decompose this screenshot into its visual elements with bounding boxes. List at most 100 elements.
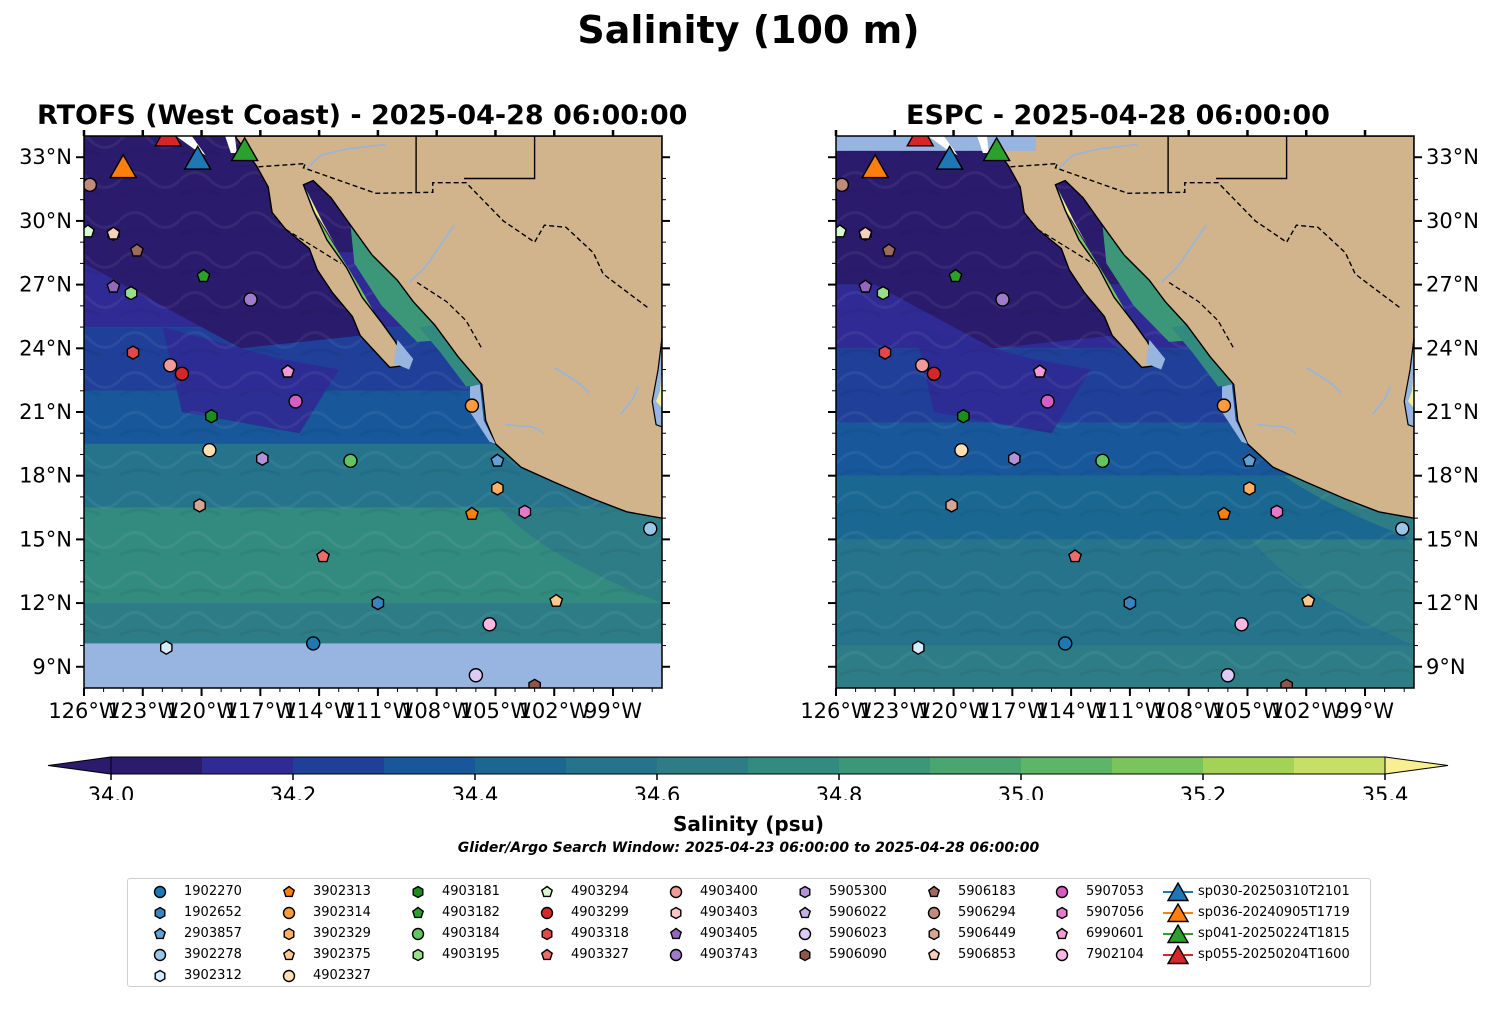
- legend-marker: [154, 906, 166, 920]
- lat-tick-label: 30°N: [1426, 209, 1479, 233]
- legend-marker: [540, 906, 554, 920]
- float-marker-3902314: [1216, 398, 1232, 413]
- float-marker-5906090: [528, 678, 541, 688]
- float-marker-3902313: [1216, 506, 1231, 520]
- float-marker-7902104: [1234, 617, 1249, 632]
- glider-marker-sp055-20250204T1600: [906, 136, 935, 147]
- legend-label: 4903327: [571, 947, 629, 962]
- float-marker-4902327: [954, 443, 969, 458]
- legend-label: 5906183: [958, 884, 1016, 899]
- legend-marker: [541, 927, 553, 941]
- colorbar-segment: [1021, 757, 1113, 774]
- legend-marker: [927, 906, 941, 920]
- float-marker-4903181: [204, 408, 218, 424]
- legend-marker: [1055, 948, 1069, 962]
- colorbar-segment: [202, 757, 294, 774]
- lat-tick-label: 15°N: [1426, 527, 1479, 551]
- glider-marker-sp030-20250310T2101: [183, 144, 212, 170]
- float-marker-7902104: [482, 617, 497, 632]
- legend-marker: [1055, 927, 1069, 940]
- float-marker-5907053: [1040, 394, 1055, 409]
- legend-marker: [412, 885, 424, 899]
- legend-marker: [411, 906, 425, 919]
- legend-marker: [670, 906, 682, 920]
- lat-tick-label: 21°N: [19, 400, 72, 424]
- float-marker-5906294: [836, 177, 850, 193]
- legend-label: 4903294: [571, 884, 629, 899]
- colorbar-segment: [566, 757, 658, 774]
- glider-marker-sp030-20250310T2101: [935, 144, 964, 170]
- colorbar-segment: [657, 757, 749, 774]
- legend-label: 4903318: [571, 926, 629, 941]
- legend-marker: [798, 927, 812, 941]
- float-marker-4903294: [836, 224, 847, 238]
- lat-tick-label: 33°N: [1426, 145, 1479, 169]
- panel-title-espc: ESPC - 2025-04-28 06:00:00: [906, 100, 1330, 131]
- float-marker-4903182: [196, 268, 211, 283]
- legend-marker: [927, 885, 941, 898]
- colorbar-segment: [293, 757, 385, 774]
- float-marker-4903181: [957, 408, 970, 424]
- float-marker-5905300: [1008, 451, 1021, 467]
- legend-marker: [799, 948, 811, 962]
- colorbar-segment: [839, 757, 931, 774]
- lon-tick-label: 120°W: [918, 699, 990, 723]
- lon-tick-label: 99°W: [584, 699, 642, 723]
- legend-label: 5906022: [829, 905, 887, 920]
- legend-label: 4903184: [442, 926, 500, 941]
- lat-tick-label: 18°N: [1426, 464, 1479, 488]
- map-panel-espc: 126°W123°W120°W117°W114°W111°W108°W105°W…: [800, 130, 1479, 723]
- float-marker-4903743: [243, 292, 258, 307]
- legend-marker: [928, 927, 940, 941]
- legend-label: 5907053: [1086, 884, 1144, 899]
- float-marker-3902312: [912, 640, 925, 656]
- float-marker-6990601: [1032, 364, 1047, 378]
- float-marker-1902652: [371, 595, 385, 611]
- lat-tick-label: 33°N: [19, 145, 72, 169]
- legend-label: 4903181: [442, 884, 500, 899]
- float-marker-3902329: [1243, 481, 1256, 496]
- lat-tick-label: 21°N: [1426, 400, 1479, 424]
- colorbar-tick-label: 34.6: [634, 783, 681, 800]
- lon-tick-label: 105°W: [1212, 699, 1284, 723]
- legend-marker: [927, 948, 941, 961]
- colorbar-tick-label: 34.2: [270, 783, 317, 800]
- legend-marker: [540, 948, 554, 961]
- legend-label: 3902278: [184, 947, 242, 962]
- float-marker-4903405: [858, 279, 873, 293]
- float-marker-5905300: [256, 451, 269, 467]
- legend-marker: [1166, 903, 1190, 923]
- colorbar: 34.0 34.2 34.4 34.6 34.8 35.0 35.2 35.4: [47, 756, 1449, 800]
- lat-tick-label: 12°N: [1426, 591, 1479, 615]
- legend-marker: [669, 885, 683, 899]
- float-marker-3902313: [464, 506, 479, 520]
- legend-label: 6990601: [1086, 926, 1144, 941]
- legend-label: 4903182: [442, 905, 500, 920]
- float-marker-5906090: [1280, 678, 1294, 688]
- float-marker-3902375: [1301, 593, 1316, 607]
- colorbar-segment: [1203, 757, 1295, 774]
- legend-marker: [282, 885, 296, 898]
- lon-tick-label: 117°W: [225, 699, 297, 723]
- colorbar-segment: [475, 757, 567, 774]
- float-marker-4903400: [163, 358, 178, 373]
- legend-label: 4902327: [313, 968, 371, 983]
- colorbar-segment: [111, 757, 203, 774]
- glider-marker-sp055-20250204T1600: [154, 136, 183, 147]
- colorbar-tick-label: 34.4: [452, 783, 499, 800]
- legend-marker: [1056, 906, 1068, 920]
- legend-marker: [411, 927, 425, 941]
- search-window-text: Glider/Argo Search Window: 2025-04-23 06…: [457, 840, 1040, 856]
- float-marker-5906183: [129, 243, 144, 257]
- colorbar-extend-high: [1384, 756, 1449, 775]
- legend-marker: [282, 969, 296, 983]
- legend-marker: [1055, 885, 1069, 899]
- float-marker-3902278: [1395, 521, 1410, 536]
- float-marker-4903299: [174, 366, 190, 381]
- float-marker-3902314: [464, 398, 480, 413]
- lon-tick-label: 117°W: [977, 699, 1049, 723]
- legend-marker: [798, 906, 812, 919]
- lon-tick-label: 111°W: [342, 699, 414, 723]
- legend-label: sp055-20250204T1600: [1198, 947, 1350, 962]
- colorbar-segment: [930, 757, 1022, 774]
